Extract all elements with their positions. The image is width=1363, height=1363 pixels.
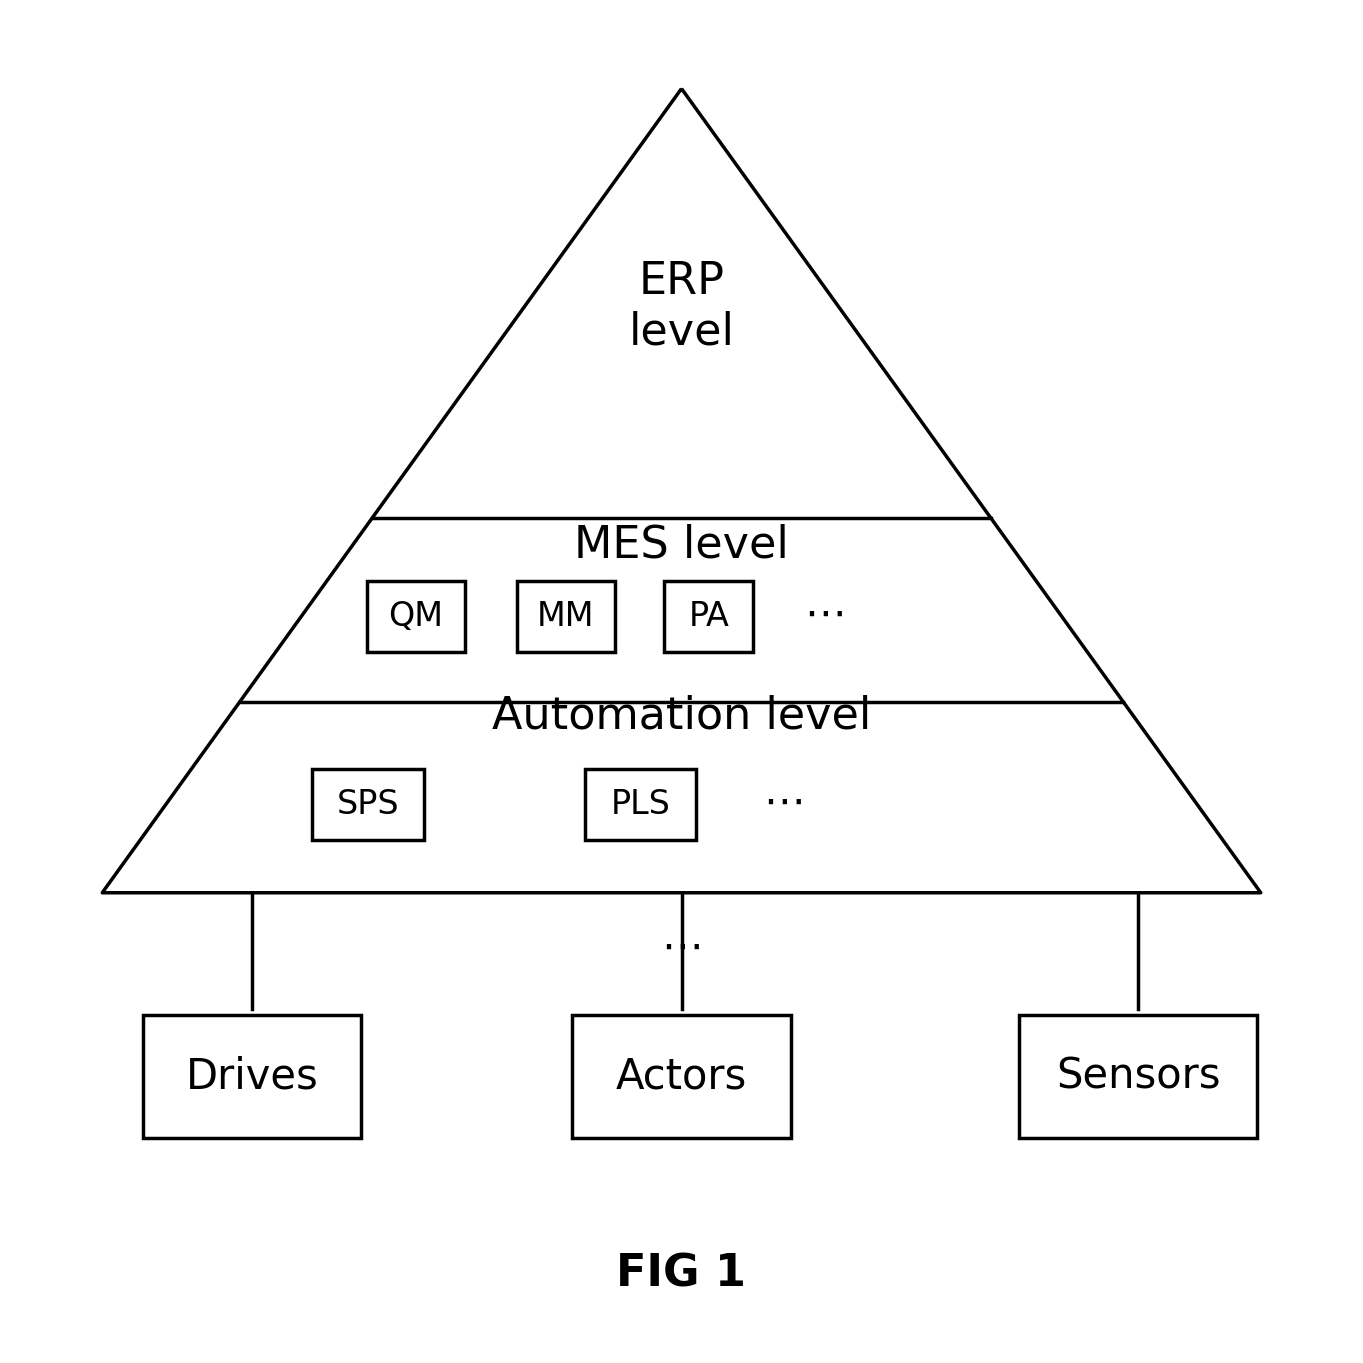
Text: ERP
level: ERP level	[628, 260, 735, 353]
Bar	[572, 1015, 791, 1138]
Text: PA: PA	[688, 600, 729, 632]
Text: SPS: SPS	[337, 788, 399, 821]
Bar	[517, 581, 615, 652]
Text: ⋯: ⋯	[763, 782, 804, 823]
Text: Automation level: Automation level	[492, 694, 871, 737]
Bar	[143, 1015, 361, 1138]
Text: MM: MM	[537, 600, 594, 632]
Bar	[1020, 1015, 1257, 1138]
Text: PLS: PLS	[611, 788, 671, 821]
Text: ⋯: ⋯	[804, 594, 845, 635]
Text: Sensors: Sensors	[1056, 1056, 1220, 1097]
Text: Drives: Drives	[185, 1056, 319, 1097]
Bar	[367, 581, 465, 652]
Text: FIG 1: FIG 1	[616, 1253, 747, 1296]
Bar	[585, 769, 696, 840]
Bar	[312, 769, 424, 840]
Text: QM: QM	[388, 600, 443, 632]
Text: ⋯: ⋯	[661, 927, 702, 968]
Text: MES level: MES level	[574, 523, 789, 567]
Text: Actors: Actors	[616, 1056, 747, 1097]
Bar	[665, 581, 752, 652]
